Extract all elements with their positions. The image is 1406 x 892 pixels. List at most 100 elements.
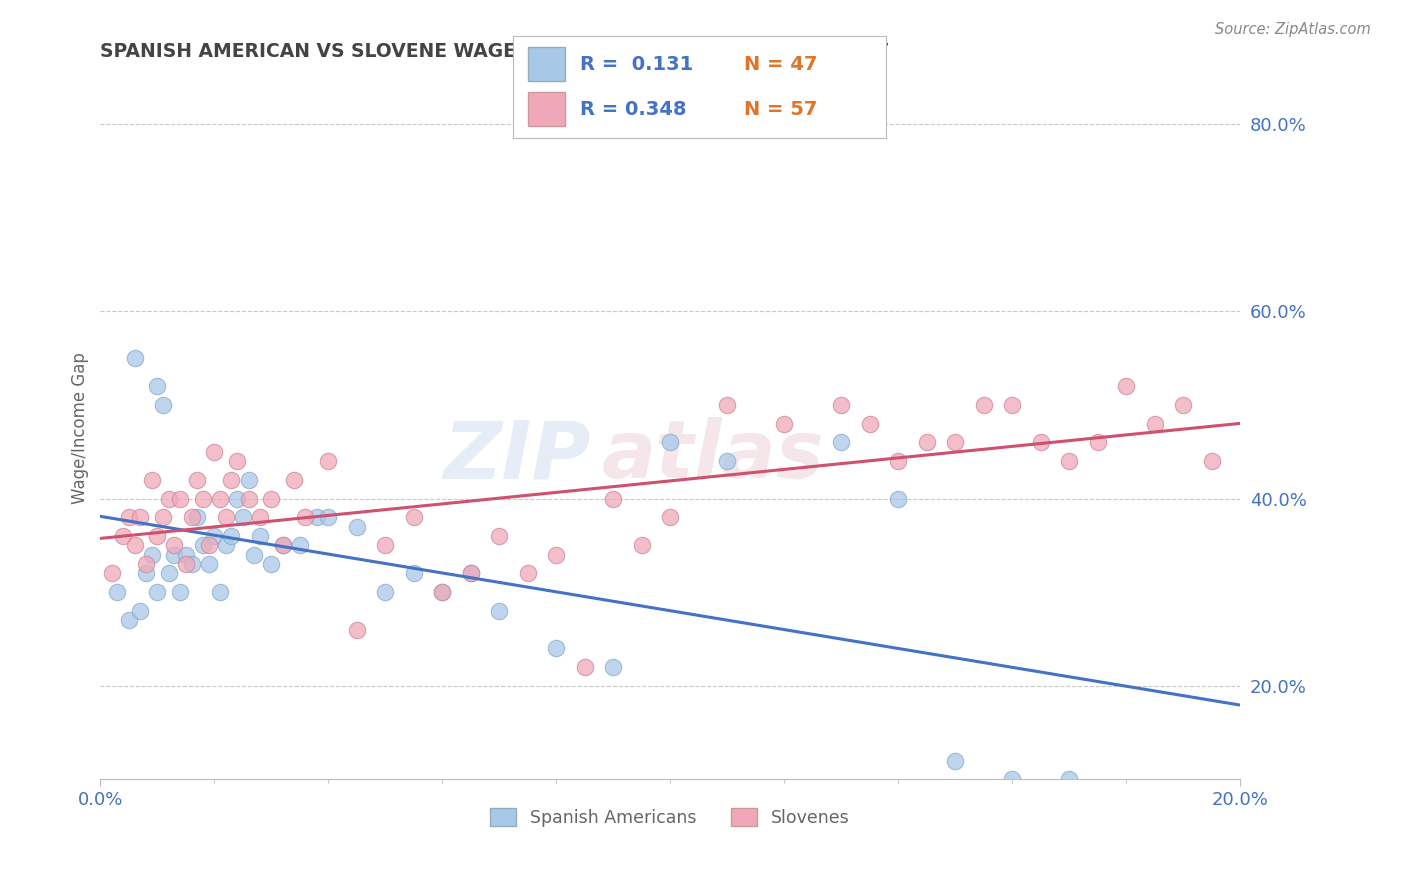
- Point: [346, 623, 368, 637]
- Point: [135, 566, 157, 581]
- Point: [135, 557, 157, 571]
- Point: [574, 660, 596, 674]
- Point: [716, 398, 738, 412]
- Text: Source: ZipAtlas.com: Source: ZipAtlas.com: [1215, 22, 1371, 37]
- Point: [146, 585, 169, 599]
- Point: [124, 351, 146, 366]
- Point: [659, 510, 682, 524]
- Point: [271, 538, 294, 552]
- Point: [1115, 781, 1137, 796]
- Point: [630, 538, 652, 552]
- Point: [488, 604, 510, 618]
- Point: [260, 557, 283, 571]
- Point: [169, 491, 191, 506]
- Point: [202, 529, 225, 543]
- Point: [602, 491, 624, 506]
- Point: [146, 379, 169, 393]
- Point: [186, 473, 208, 487]
- Point: [1001, 772, 1024, 787]
- Point: [602, 660, 624, 674]
- Y-axis label: Wage/Income Gap: Wage/Income Gap: [72, 352, 89, 504]
- Point: [100, 566, 122, 581]
- Point: [1057, 772, 1080, 787]
- Point: [243, 548, 266, 562]
- Point: [249, 510, 271, 524]
- Point: [208, 491, 231, 506]
- Point: [1087, 435, 1109, 450]
- Point: [232, 510, 254, 524]
- Point: [202, 445, 225, 459]
- Point: [197, 538, 219, 552]
- Point: [249, 529, 271, 543]
- Point: [460, 566, 482, 581]
- Point: [516, 566, 538, 581]
- Point: [346, 519, 368, 533]
- Point: [221, 473, 243, 487]
- Text: R = 0.348: R = 0.348: [581, 100, 686, 119]
- Point: [118, 510, 141, 524]
- Point: [174, 548, 197, 562]
- Point: [460, 566, 482, 581]
- Point: [118, 613, 141, 627]
- Point: [238, 491, 260, 506]
- Point: [488, 529, 510, 543]
- Point: [146, 529, 169, 543]
- Point: [238, 473, 260, 487]
- Point: [141, 473, 163, 487]
- Point: [546, 548, 568, 562]
- Point: [157, 491, 180, 506]
- Point: [546, 641, 568, 656]
- Point: [316, 454, 339, 468]
- FancyBboxPatch shape: [529, 47, 565, 81]
- Point: [432, 585, 454, 599]
- Point: [887, 454, 910, 468]
- Point: [163, 538, 186, 552]
- Point: [316, 510, 339, 524]
- FancyBboxPatch shape: [529, 92, 565, 126]
- Point: [830, 435, 852, 450]
- Point: [208, 585, 231, 599]
- Legend: Spanish Americans, Slovenes: Spanish Americans, Slovenes: [484, 801, 858, 834]
- Point: [129, 510, 152, 524]
- Text: SPANISH AMERICAN VS SLOVENE WAGE/INCOME GAP CORRELATION CHART: SPANISH AMERICAN VS SLOVENE WAGE/INCOME …: [100, 42, 889, 61]
- Point: [215, 510, 238, 524]
- Point: [1115, 379, 1137, 393]
- Point: [1143, 417, 1166, 431]
- Point: [180, 557, 202, 571]
- Point: [107, 585, 129, 599]
- Point: [859, 417, 882, 431]
- Point: [152, 398, 174, 412]
- Point: [305, 510, 328, 524]
- Point: [374, 538, 396, 552]
- Text: atlas: atlas: [602, 417, 824, 495]
- Point: [402, 566, 425, 581]
- Point: [191, 538, 214, 552]
- Point: [186, 510, 208, 524]
- Point: [169, 585, 191, 599]
- Point: [129, 604, 152, 618]
- Point: [226, 491, 249, 506]
- Point: [112, 529, 135, 543]
- Point: [180, 510, 202, 524]
- Point: [157, 566, 180, 581]
- Point: [915, 435, 938, 450]
- Point: [887, 491, 910, 506]
- Point: [659, 435, 682, 450]
- Point: [221, 529, 243, 543]
- Point: [943, 435, 966, 450]
- Point: [288, 538, 311, 552]
- Point: [402, 510, 425, 524]
- Point: [1171, 398, 1194, 412]
- Text: N = 57: N = 57: [744, 100, 817, 119]
- Text: R =  0.131: R = 0.131: [581, 55, 693, 74]
- Point: [226, 454, 249, 468]
- Point: [283, 473, 305, 487]
- Point: [197, 557, 219, 571]
- Point: [374, 585, 396, 599]
- Point: [432, 585, 454, 599]
- Point: [215, 538, 238, 552]
- Text: ZIP: ZIP: [443, 417, 591, 495]
- Point: [830, 398, 852, 412]
- Point: [943, 754, 966, 768]
- Point: [294, 510, 316, 524]
